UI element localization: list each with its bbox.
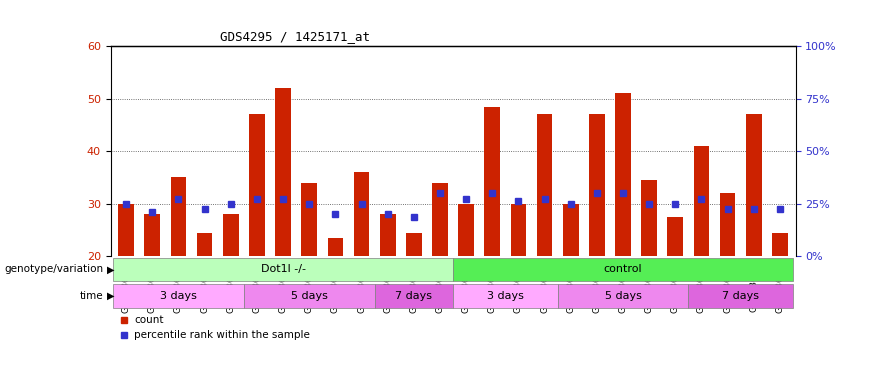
Bar — [458, 204, 474, 257]
FancyBboxPatch shape — [113, 284, 244, 308]
Bar — [484, 106, 500, 257]
FancyBboxPatch shape — [453, 258, 793, 281]
Bar — [249, 114, 265, 257]
Text: Dot1l -/-: Dot1l -/- — [261, 265, 306, 275]
Text: 5 days: 5 days — [291, 291, 328, 301]
Bar — [589, 114, 605, 257]
FancyBboxPatch shape — [113, 258, 453, 281]
Text: control: control — [604, 265, 643, 275]
Bar — [275, 88, 291, 257]
Bar — [511, 204, 526, 257]
Text: time: time — [80, 291, 103, 301]
FancyBboxPatch shape — [689, 284, 793, 308]
Text: GDS4295 / 1425171_at: GDS4295 / 1425171_at — [220, 30, 370, 43]
Bar — [406, 233, 422, 257]
Bar — [615, 93, 631, 257]
FancyBboxPatch shape — [375, 284, 453, 308]
Bar — [354, 172, 370, 257]
Text: ▶: ▶ — [107, 265, 115, 275]
Text: percentile rank within the sample: percentile rank within the sample — [134, 330, 310, 340]
FancyBboxPatch shape — [244, 284, 375, 308]
Text: 7 days: 7 days — [395, 291, 432, 301]
Bar — [223, 214, 239, 257]
Text: 7 days: 7 days — [722, 291, 759, 301]
Text: genotype/variation: genotype/variation — [4, 265, 103, 275]
Text: ▶: ▶ — [107, 291, 115, 301]
Bar — [746, 114, 762, 257]
Bar — [432, 183, 448, 257]
FancyBboxPatch shape — [558, 284, 689, 308]
Bar — [772, 233, 788, 257]
Bar — [720, 193, 735, 257]
Text: 5 days: 5 days — [605, 291, 642, 301]
Text: 3 days: 3 days — [160, 291, 197, 301]
Bar — [144, 214, 160, 257]
Bar — [694, 146, 709, 257]
Bar — [197, 233, 212, 257]
Bar — [328, 238, 343, 257]
FancyBboxPatch shape — [453, 284, 558, 308]
Bar — [563, 204, 578, 257]
Bar — [380, 214, 395, 257]
Bar — [537, 114, 552, 257]
Text: count: count — [134, 315, 164, 325]
Bar — [171, 177, 187, 257]
Bar — [667, 217, 683, 257]
Text: 3 days: 3 days — [487, 291, 524, 301]
Bar — [301, 183, 317, 257]
Bar — [641, 180, 657, 257]
Bar — [118, 204, 134, 257]
